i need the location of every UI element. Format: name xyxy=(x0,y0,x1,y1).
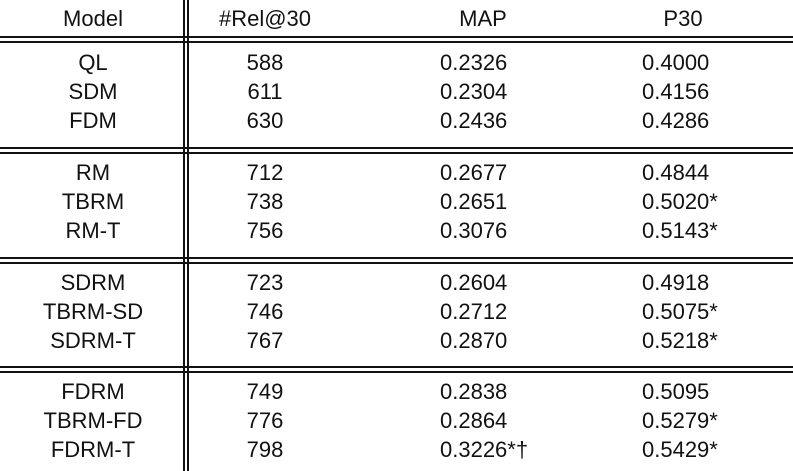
cell-map: 0.2604 xyxy=(440,270,508,295)
cell-map: 0.2304 xyxy=(440,79,508,104)
cell-p30: 0.5143* xyxy=(642,218,718,243)
cell-map: 0.2838 xyxy=(440,379,508,404)
header-p30: P30 xyxy=(663,6,703,31)
cell-rel30: 712 xyxy=(246,160,284,185)
cell-rel30: 767 xyxy=(246,328,284,353)
cell-model: TBRM xyxy=(61,189,125,214)
column-divider xyxy=(187,0,189,471)
header-model: Model xyxy=(63,6,123,31)
row-divider xyxy=(0,262,793,264)
cell-p30: 0.5429* xyxy=(642,437,718,462)
cell-rel30: 746 xyxy=(246,299,284,324)
cell-rel30: 723 xyxy=(246,270,284,295)
cell-model: FDRM xyxy=(61,379,125,404)
cell-model: FDM xyxy=(69,108,117,133)
cell-model: RM-T xyxy=(65,218,121,243)
cell-map: 0.2651 xyxy=(440,189,508,214)
cell-p30: 0.5075* xyxy=(642,299,718,324)
row-divider xyxy=(0,366,793,368)
column-divider xyxy=(183,0,185,471)
cell-rel30: 588 xyxy=(246,50,284,75)
row-divider xyxy=(0,41,793,43)
cell-map: 0.2870 xyxy=(440,328,508,353)
cell-model: TBRM-SD xyxy=(42,299,144,324)
cell-model: SDRM xyxy=(60,270,126,295)
cell-rel30: 611 xyxy=(247,79,283,104)
cell-model: TBRM-FD xyxy=(43,408,143,433)
cell-model: SDRM-T xyxy=(50,328,136,353)
cell-map: 0.2864 xyxy=(440,408,508,433)
cell-p30: 0.4000 xyxy=(642,50,710,75)
header-map: MAP xyxy=(459,6,507,31)
row-divider xyxy=(0,371,793,373)
cell-p30: 0.4286 xyxy=(642,108,710,133)
cell-p30: 0.5020* xyxy=(642,189,718,214)
cell-map: 0.2712 xyxy=(440,299,508,324)
cell-map: 0.3226*† xyxy=(440,437,529,462)
cell-rel30: 630 xyxy=(246,108,284,133)
cell-rel30: 798 xyxy=(246,437,284,462)
cell-p30: 0.5218* xyxy=(642,328,718,353)
cell-p30: 0.4156 xyxy=(642,79,710,104)
cell-model: QL xyxy=(78,50,108,75)
cell-p30: 0.5095 xyxy=(642,379,710,404)
cell-p30: 0.4918 xyxy=(642,270,710,295)
cell-p30: 0.5279* xyxy=(642,408,718,433)
cell-model: SDM xyxy=(68,79,118,104)
cell-rel30: 738 xyxy=(246,189,284,214)
cell-map: 0.3076 xyxy=(440,218,508,243)
cell-map: 0.2326 xyxy=(440,50,508,75)
cell-map: 0.2436 xyxy=(440,108,508,133)
cell-model: RM xyxy=(75,160,111,185)
cell-rel30: 749 xyxy=(246,379,284,404)
cell-model: FDRM-T xyxy=(50,437,136,462)
header-rel30: #Rel@30 xyxy=(218,6,312,31)
row-divider xyxy=(0,152,793,154)
cell-p30: 0.4844 xyxy=(642,160,710,185)
row-divider xyxy=(0,257,793,259)
cell-rel30: 756 xyxy=(246,218,284,243)
cell-rel30: 776 xyxy=(246,408,284,433)
cell-map: 0.2677 xyxy=(440,160,508,185)
row-divider xyxy=(0,147,793,149)
row-divider xyxy=(0,36,793,38)
